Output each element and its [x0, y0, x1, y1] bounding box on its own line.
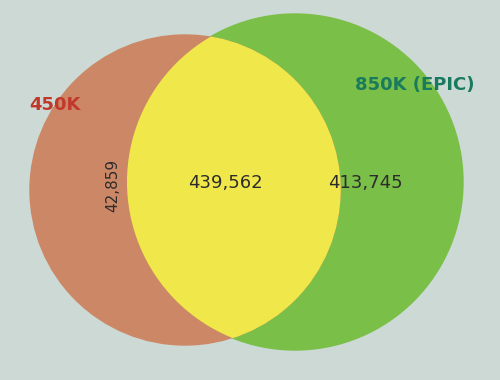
Text: 42,859: 42,859	[106, 158, 120, 212]
Circle shape	[30, 35, 340, 345]
Text: 439,562: 439,562	[188, 174, 262, 192]
Circle shape	[30, 35, 340, 345]
Circle shape	[127, 14, 463, 350]
Text: 850K (EPIC): 850K (EPIC)	[355, 76, 475, 94]
Text: 450K: 450K	[30, 96, 80, 114]
Text: 413,745: 413,745	[328, 174, 402, 192]
